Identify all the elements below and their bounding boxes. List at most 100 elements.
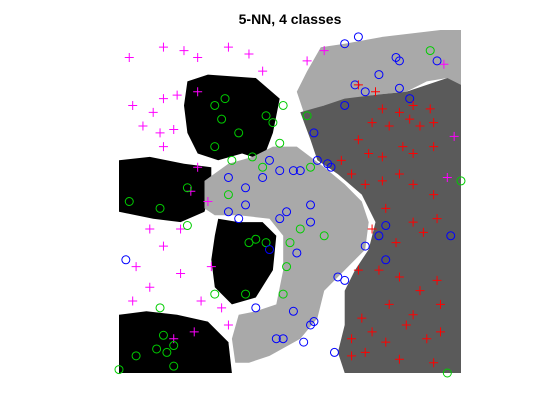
plus-marker: [347, 351, 357, 361]
circle-marker: [405, 94, 415, 104]
circle-marker: [241, 289, 251, 299]
plus-marker: [158, 142, 168, 152]
circle-marker: [329, 347, 339, 357]
plus-marker: [158, 241, 168, 251]
plus-marker: [381, 203, 391, 213]
circle-marker: [360, 241, 370, 251]
circle-marker: [278, 100, 288, 110]
region-class-1-0: [184, 74, 280, 161]
plus-marker: [449, 131, 459, 141]
plus-marker: [439, 59, 449, 69]
plus-marker: [186, 186, 196, 196]
circle-marker: [288, 306, 298, 316]
circle-marker: [210, 142, 220, 152]
circle-marker: [340, 100, 350, 110]
plus-marker: [223, 320, 233, 330]
plus-marker: [384, 121, 394, 131]
circle-marker: [275, 166, 285, 176]
circle-marker: [306, 320, 316, 330]
plus-marker: [206, 262, 216, 272]
plus-marker: [155, 128, 165, 138]
plus-marker: [405, 114, 415, 124]
circle-marker: [288, 166, 298, 176]
plus-marker: [360, 179, 370, 189]
circle-marker: [152, 344, 162, 354]
circle-marker: [268, 118, 278, 128]
plus-marker: [415, 286, 425, 296]
plus-marker: [364, 148, 374, 158]
circle-marker: [223, 190, 233, 200]
plus-marker: [176, 224, 186, 234]
circle-marker: [394, 56, 404, 66]
circle-marker: [333, 272, 343, 282]
circle-marker: [131, 351, 141, 361]
circle-marker: [264, 155, 274, 165]
plus-marker: [398, 142, 408, 152]
circle-marker: [442, 368, 452, 378]
circle-marker: [299, 337, 309, 347]
circle-marker: [374, 231, 384, 241]
plus-marker: [429, 118, 439, 128]
circle-marker: [220, 94, 230, 104]
circle-marker: [282, 262, 292, 272]
plus-marker: [145, 224, 155, 234]
plus-marker: [172, 90, 182, 100]
plus-marker: [302, 56, 312, 66]
plus-marker: [367, 224, 377, 234]
region-class-2-0: [296, 30, 461, 113]
plus-marker: [353, 80, 363, 90]
circle-marker: [182, 221, 192, 231]
plus-marker: [244, 49, 254, 59]
plus-marker: [353, 135, 363, 145]
circle-marker: [323, 159, 333, 169]
plus-marker: [353, 265, 363, 275]
circle-marker: [340, 39, 350, 49]
circle-marker: [251, 303, 261, 313]
plus-marker: [158, 42, 168, 52]
plus-marker: [169, 124, 179, 134]
circle-marker: [124, 197, 134, 206]
plus-marker: [193, 52, 203, 62]
plus-marker: [425, 104, 435, 114]
circle-marker: [251, 234, 261, 244]
circle-marker: [360, 87, 370, 97]
plus-marker: [432, 214, 442, 224]
circle-marker: [446, 231, 456, 241]
plus-marker: [124, 52, 134, 62]
plus-marker: [435, 299, 445, 309]
plus-marker: [128, 296, 138, 306]
plus-marker: [357, 313, 367, 323]
circle-marker: [210, 289, 220, 299]
circle-marker: [155, 303, 165, 313]
plus-marker: [193, 87, 203, 97]
region-class-3-0: [300, 78, 461, 373]
circle-marker: [394, 83, 404, 93]
plus-marker: [189, 327, 199, 337]
plus-marker: [435, 327, 445, 337]
plus-marker: [408, 217, 418, 227]
plus-marker: [193, 162, 203, 172]
circle-marker: [374, 70, 384, 80]
plus-marker: [347, 334, 357, 344]
plus-marker: [377, 176, 387, 186]
plus-marker: [179, 46, 189, 56]
plus-marker: [374, 265, 384, 275]
circle-marker: [234, 128, 244, 138]
plus-marker: [176, 269, 186, 279]
circle-marker: [381, 221, 391, 231]
circle-marker: [353, 32, 363, 42]
plus-marker: [394, 354, 404, 364]
circle-marker: [169, 361, 179, 371]
plus-marker: [158, 94, 168, 104]
circle-marker: [326, 162, 336, 172]
plus-marker: [319, 46, 329, 56]
circle-marker: [223, 207, 233, 217]
plus-marker: [408, 100, 418, 110]
circle-marker: [241, 200, 251, 210]
circle-marker: [169, 341, 179, 351]
plus-marker: [429, 142, 439, 152]
circle-marker: [264, 245, 274, 255]
circle-marker: [282, 207, 292, 217]
plus-marker: [408, 310, 418, 320]
